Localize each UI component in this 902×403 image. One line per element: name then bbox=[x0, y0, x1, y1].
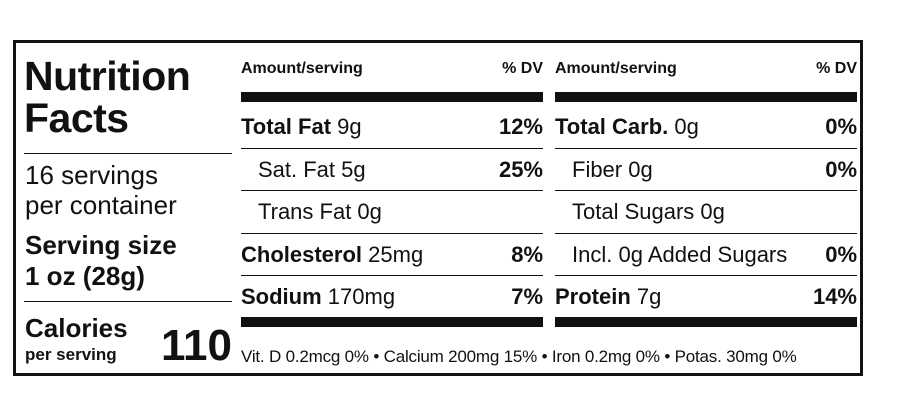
nutrient-label: Total Carb. bbox=[555, 114, 669, 139]
nutrient-name: Total Sugars 0g bbox=[572, 199, 725, 224]
nutrient-row: Incl. 0g Added Sugars 0% bbox=[555, 233, 857, 275]
nutrient-name: Cholesterol 25mg bbox=[241, 242, 423, 268]
amount-header: Amount/serving bbox=[555, 60, 677, 77]
nutrient-name: Incl. 0g Added Sugars bbox=[572, 241, 788, 267]
nutrient-row: Total Sugars 0g bbox=[555, 190, 857, 232]
nutrient-label: Protein bbox=[555, 284, 631, 309]
nutrient-name: Sat. Fat 5g bbox=[258, 156, 366, 182]
row-divider bbox=[241, 275, 543, 276]
servings-line-2: per container bbox=[25, 190, 177, 220]
nutrient-name: Fiber 0g bbox=[572, 156, 653, 182]
nutrient-dv: 12% bbox=[498, 114, 543, 139]
nutrient-name: Sodium 170mg bbox=[241, 284, 395, 310]
thick-bar bbox=[555, 92, 857, 102]
thick-bar bbox=[241, 317, 543, 327]
calories-sublabel: per serving bbox=[25, 345, 117, 364]
nutrient-label: Total Fat bbox=[241, 114, 332, 139]
row-divider bbox=[241, 147, 543, 149]
calories-value: 110 bbox=[161, 321, 232, 370]
divider bbox=[24, 301, 232, 302]
nutrient-row: Cholesterol 25mg 8% bbox=[241, 233, 543, 275]
nutrient-dv: 7% bbox=[511, 284, 543, 309]
nutrient-amount: 25mg bbox=[362, 241, 424, 267]
nutrient-amount: 170mg bbox=[321, 284, 396, 309]
row-divider bbox=[555, 275, 857, 276]
thick-bar bbox=[555, 317, 857, 327]
nutrient-amount: 0g bbox=[668, 114, 699, 139]
row-divider bbox=[555, 190, 857, 191]
row-divider bbox=[241, 190, 543, 191]
nutrition-facts-label: Nutrition Facts 16 servings per containe… bbox=[13, 40, 863, 376]
nutrient-column-right: Amount/serving % DV Total Carb. 0g 0% Fibe… bbox=[555, 43, 857, 373]
vitamins-minerals-line: Vit. D 0.2mcg 0% • Calcium 200mg 15% • I… bbox=[241, 347, 797, 366]
nutrient-name: Total Carb. 0g bbox=[555, 114, 699, 140]
nutrient-dv: 0% bbox=[825, 241, 857, 267]
nutrient-dv: 14% bbox=[812, 284, 857, 309]
row-divider bbox=[555, 147, 857, 149]
nutrient-name: Protein 7g bbox=[555, 284, 661, 310]
serving-size: Serving size 1 oz (28g) bbox=[25, 230, 177, 292]
nutrient-dv: 0% bbox=[825, 156, 857, 182]
divider bbox=[24, 153, 232, 154]
title-line-1: Nutrition bbox=[24, 53, 191, 99]
nutrient-row: Fiber 0g 0% bbox=[555, 148, 857, 190]
serving-size-label: Serving size bbox=[25, 230, 177, 260]
nutrient-name: Trans Fat 0g bbox=[258, 199, 382, 224]
nutrient-dv: 8% bbox=[511, 241, 543, 267]
servings-per-container: 16 servings per container bbox=[25, 160, 177, 220]
thick-bar bbox=[241, 92, 543, 102]
dv-header: % DV bbox=[816, 60, 857, 77]
title-line-2: Facts bbox=[24, 95, 129, 141]
nutrient-name: Total Fat 9g bbox=[241, 114, 362, 140]
nutrient-dv: 25% bbox=[498, 156, 543, 182]
calories-label: Calories bbox=[25, 313, 128, 343]
dv-header: % DV bbox=[502, 60, 543, 77]
nutrient-label: Cholesterol bbox=[241, 241, 363, 267]
nutrient-amount: 9g bbox=[331, 114, 362, 139]
nutrient-label: Sodium bbox=[241, 284, 322, 309]
amount-header: Amount/serving bbox=[241, 60, 363, 77]
nutrient-row: Total Carb. 0g 0% bbox=[555, 105, 857, 147]
label-title: Nutrition Facts bbox=[24, 53, 191, 141]
serving-size-value: 1 oz (28g) bbox=[25, 261, 145, 291]
nutrient-row: Protein 7g 14% bbox=[555, 275, 857, 317]
nutrient-row: Sat. Fat 5g 25% bbox=[241, 148, 543, 190]
nutrient-row: Total Fat 9g 12% bbox=[241, 105, 543, 147]
nutrient-amount: 7g bbox=[630, 284, 662, 309]
nutrient-row: Sodium 170mg 7% bbox=[241, 275, 543, 317]
nutrient-column-left: Amount/serving % DV Total Fat 9g 12% Sat. … bbox=[241, 43, 543, 373]
row-divider bbox=[241, 232, 543, 234]
nutrient-row: Trans Fat 0g bbox=[241, 190, 543, 232]
nutrient-dv: 0% bbox=[825, 114, 857, 139]
label-left-panel: Nutrition Facts 16 servings per containe… bbox=[24, 43, 232, 373]
row-divider bbox=[555, 232, 857, 234]
servings-line-1: 16 servings bbox=[25, 160, 158, 190]
